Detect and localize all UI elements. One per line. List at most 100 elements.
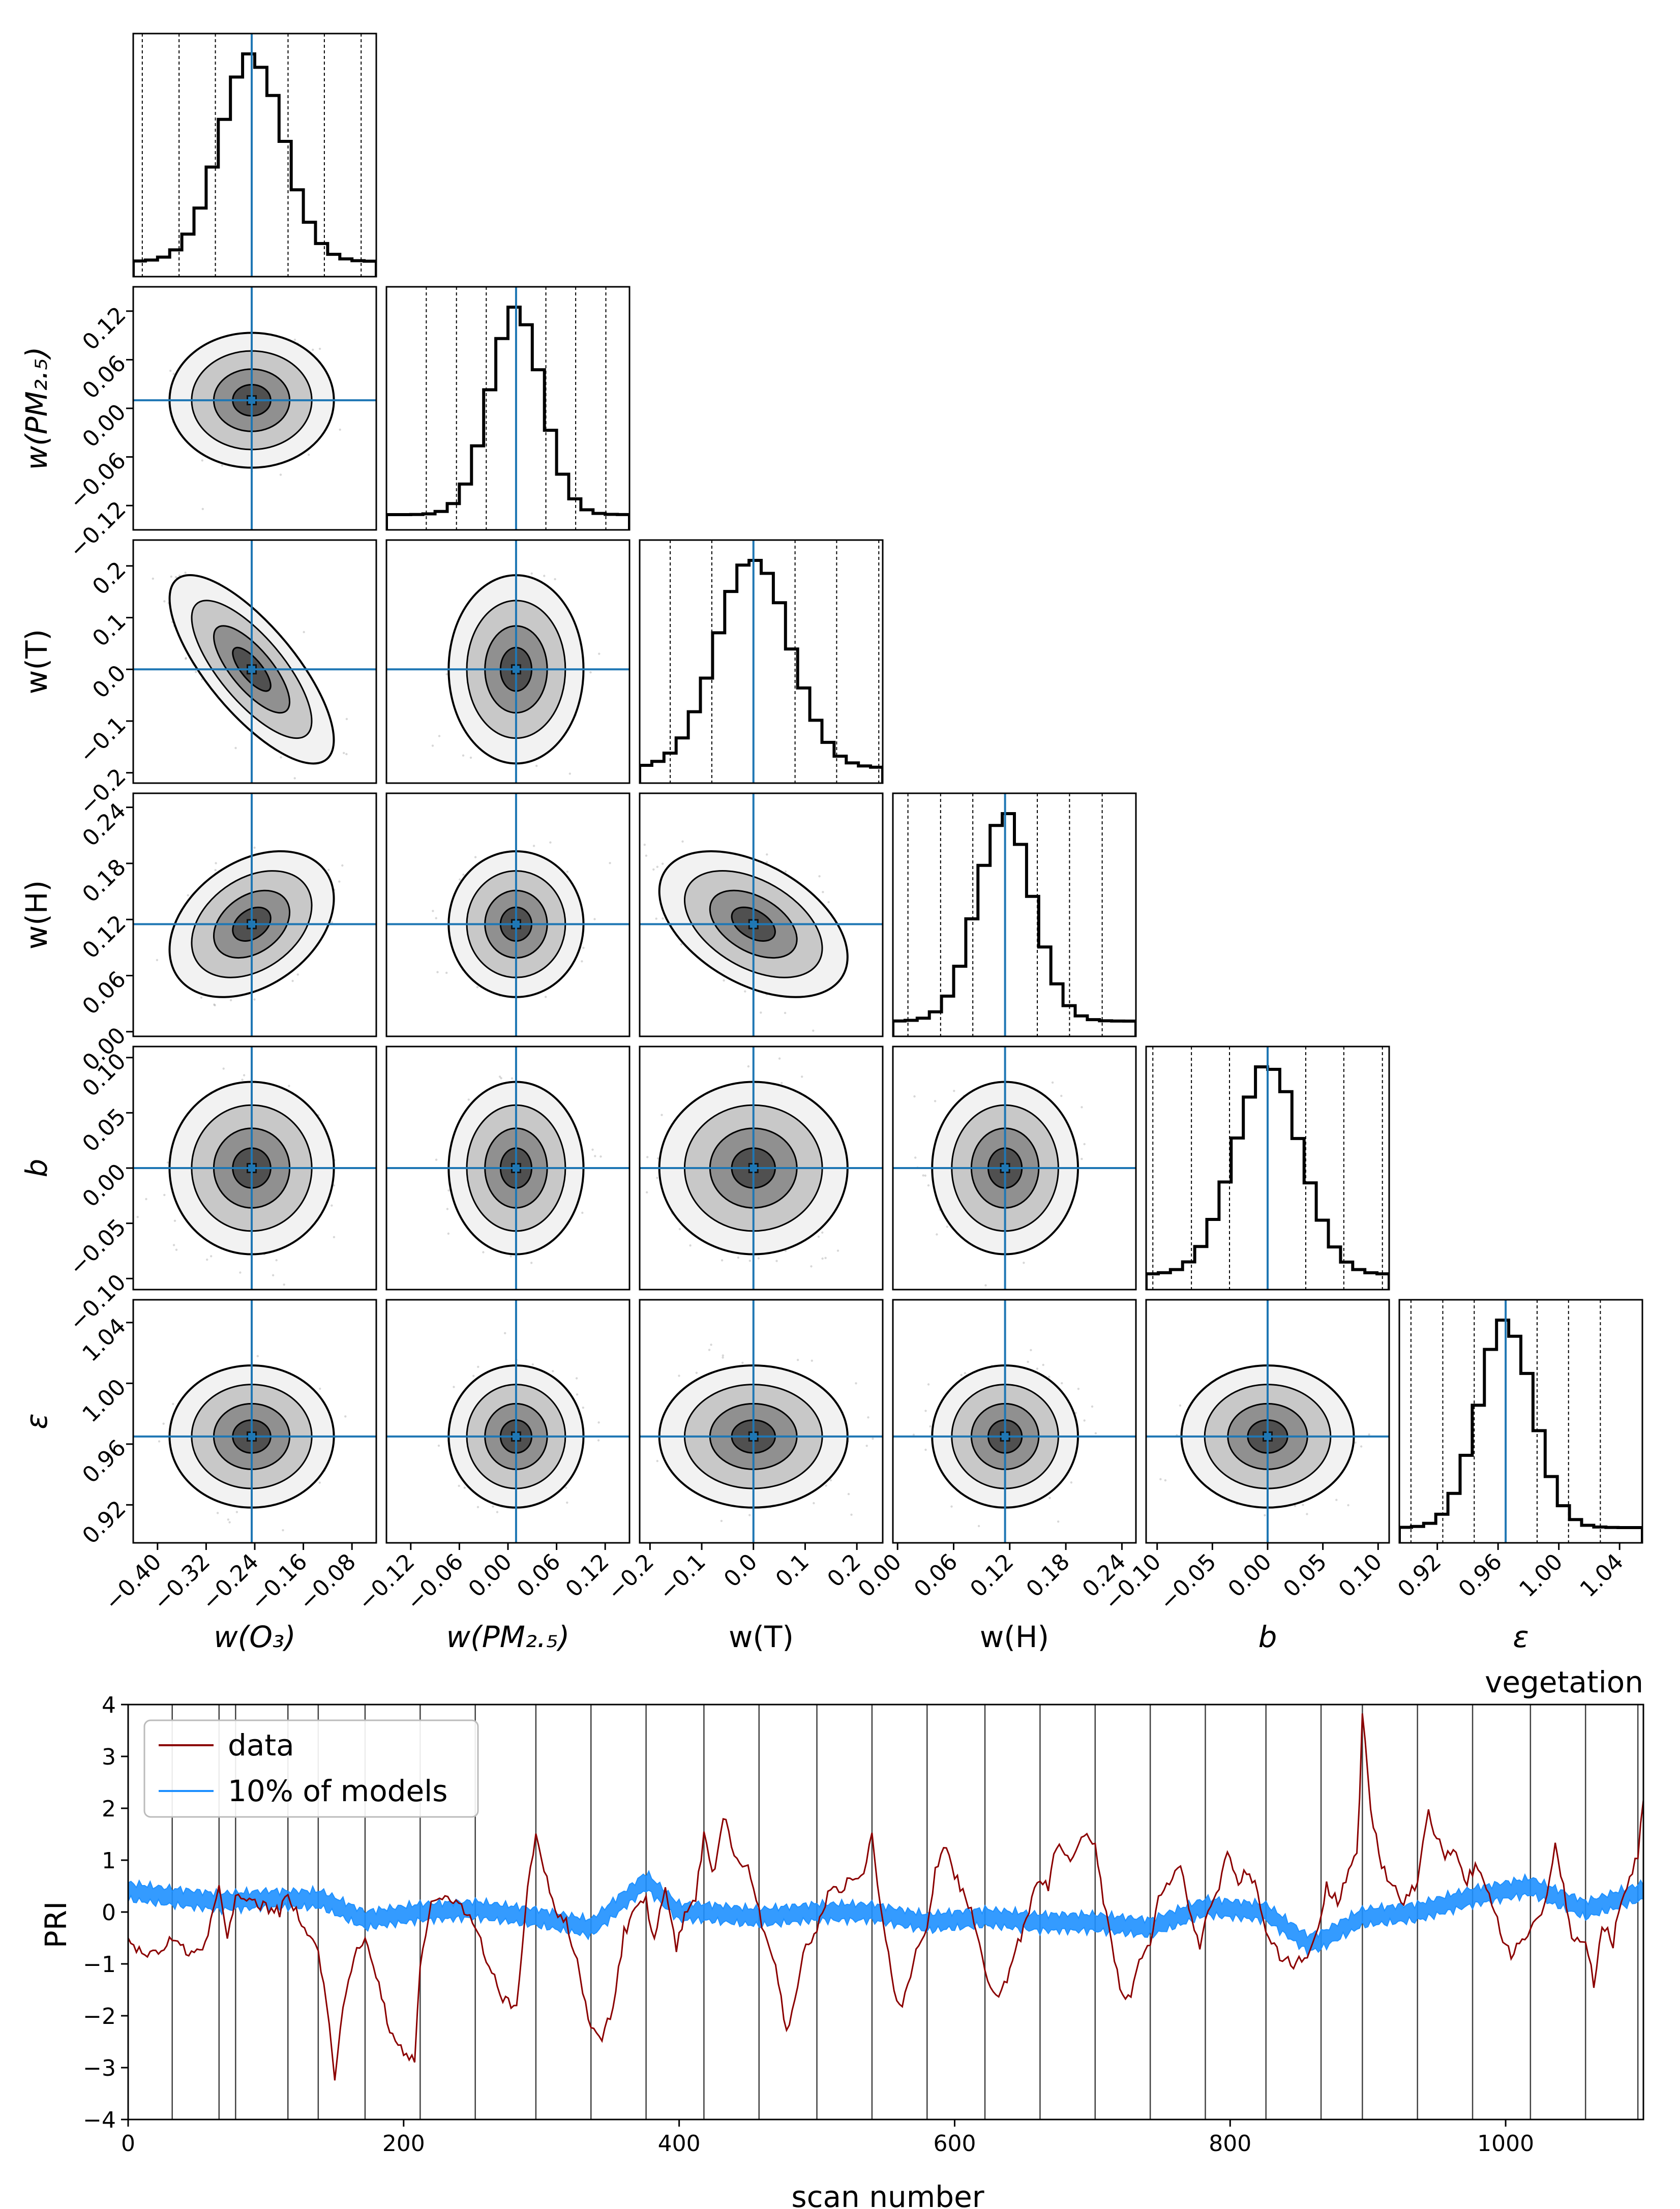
sample-point bbox=[333, 1184, 335, 1187]
y-tick-label: 0.1 bbox=[87, 608, 131, 652]
sample-point bbox=[765, 861, 768, 863]
panel-content bbox=[133, 287, 376, 530]
sample-point bbox=[545, 996, 547, 998]
panel-frame bbox=[892, 792, 1137, 1037]
panel-content bbox=[133, 1047, 376, 1290]
sample-point bbox=[445, 673, 448, 676]
sample-point bbox=[652, 868, 655, 871]
sample-point bbox=[241, 1079, 244, 1081]
sample-point bbox=[195, 671, 197, 673]
panel-wT-wPM bbox=[385, 539, 631, 784]
truth-marker bbox=[512, 920, 520, 928]
sample-point bbox=[821, 1231, 824, 1234]
sample-point bbox=[609, 862, 611, 864]
panel-frame bbox=[132, 539, 377, 784]
sample-point bbox=[163, 600, 166, 603]
histogram-wO3 bbox=[133, 52, 376, 277]
sample-point bbox=[338, 880, 341, 883]
panel-wH-wT bbox=[639, 792, 884, 1037]
sample-point bbox=[215, 862, 217, 864]
sample-point bbox=[498, 1076, 501, 1078]
sample-point bbox=[599, 1155, 602, 1158]
panel-frame bbox=[385, 286, 631, 531]
panel-wPM-wPM bbox=[385, 286, 631, 531]
sample-point bbox=[253, 998, 256, 1001]
sample-point bbox=[568, 772, 571, 775]
sample-point bbox=[822, 891, 824, 893]
sample-point bbox=[214, 869, 217, 872]
panel-content bbox=[386, 793, 629, 1036]
sample-point bbox=[279, 473, 282, 476]
sample-point bbox=[476, 986, 479, 989]
y-tick-label: −0.05 bbox=[64, 1214, 131, 1280]
sample-point bbox=[661, 1114, 663, 1116]
sample-point bbox=[598, 652, 601, 655]
sample-point bbox=[435, 917, 437, 919]
y-tick-label: 0.06 bbox=[77, 966, 131, 1020]
sample-point bbox=[341, 864, 344, 867]
sample-point bbox=[327, 869, 330, 871]
sample-point bbox=[817, 1235, 820, 1238]
sample-point bbox=[214, 1004, 216, 1006]
sample-point bbox=[827, 901, 830, 904]
sample-point bbox=[566, 871, 568, 873]
sample-point bbox=[170, 575, 172, 578]
truth-marker bbox=[248, 1165, 256, 1172]
histogram-wPM bbox=[386, 306, 629, 530]
sample-point bbox=[655, 917, 657, 920]
sample-point bbox=[781, 1082, 783, 1084]
sample-point bbox=[221, 464, 223, 467]
sample-point bbox=[172, 1244, 175, 1246]
sample-point bbox=[646, 1156, 649, 1158]
sample-point bbox=[482, 1251, 485, 1253]
sample-point bbox=[645, 854, 648, 857]
sample-point bbox=[308, 454, 310, 456]
panel-content bbox=[386, 287, 629, 530]
sample-point bbox=[172, 373, 175, 375]
y-tick-label: 0.00 bbox=[77, 399, 131, 453]
sample-point bbox=[175, 1248, 178, 1251]
sample-point bbox=[836, 1249, 839, 1252]
panel-content bbox=[893, 793, 1136, 1036]
sample-point bbox=[185, 658, 187, 660]
y-tick-label: 0.2 bbox=[87, 556, 131, 600]
sample-point bbox=[200, 678, 203, 680]
sample-point bbox=[288, 1085, 290, 1087]
sample-point bbox=[173, 1219, 176, 1222]
sample-point bbox=[213, 1003, 216, 1006]
sample-point bbox=[239, 1271, 242, 1274]
sample-point bbox=[581, 1211, 584, 1214]
y-axis-label-wPM: w(PM₂.₅) bbox=[19, 347, 54, 470]
sample-point bbox=[656, 1177, 658, 1179]
panel-wH-wH bbox=[892, 792, 1137, 1037]
sample-point bbox=[723, 979, 725, 982]
sample-point bbox=[589, 671, 592, 674]
panel-frame bbox=[132, 33, 377, 278]
sample-point bbox=[446, 1208, 449, 1210]
sample-point bbox=[210, 1255, 213, 1258]
y-tick-label: 0.12 bbox=[77, 910, 131, 964]
sample-point bbox=[436, 971, 439, 973]
sample-point bbox=[345, 753, 348, 756]
sample-point bbox=[766, 853, 768, 856]
sample-point bbox=[222, 1067, 225, 1070]
sample-point bbox=[469, 756, 472, 759]
panel-content bbox=[133, 793, 376, 1036]
sample-point bbox=[431, 744, 434, 747]
truth-marker bbox=[248, 666, 256, 673]
sample-point bbox=[184, 572, 187, 574]
sample-point bbox=[318, 347, 321, 350]
sample-point bbox=[229, 999, 232, 1002]
sample-point bbox=[166, 1161, 169, 1164]
sample-point bbox=[775, 1260, 778, 1262]
sample-point bbox=[1051, 1081, 1054, 1084]
sample-point bbox=[272, 1274, 275, 1276]
sample-point bbox=[156, 959, 159, 962]
sample-point bbox=[778, 1057, 781, 1060]
sample-point bbox=[152, 577, 154, 580]
sample-point bbox=[445, 971, 448, 974]
sample-point bbox=[554, 578, 556, 581]
panel-content bbox=[386, 540, 629, 783]
sample-point bbox=[543, 575, 546, 577]
panel-frame bbox=[385, 539, 631, 784]
